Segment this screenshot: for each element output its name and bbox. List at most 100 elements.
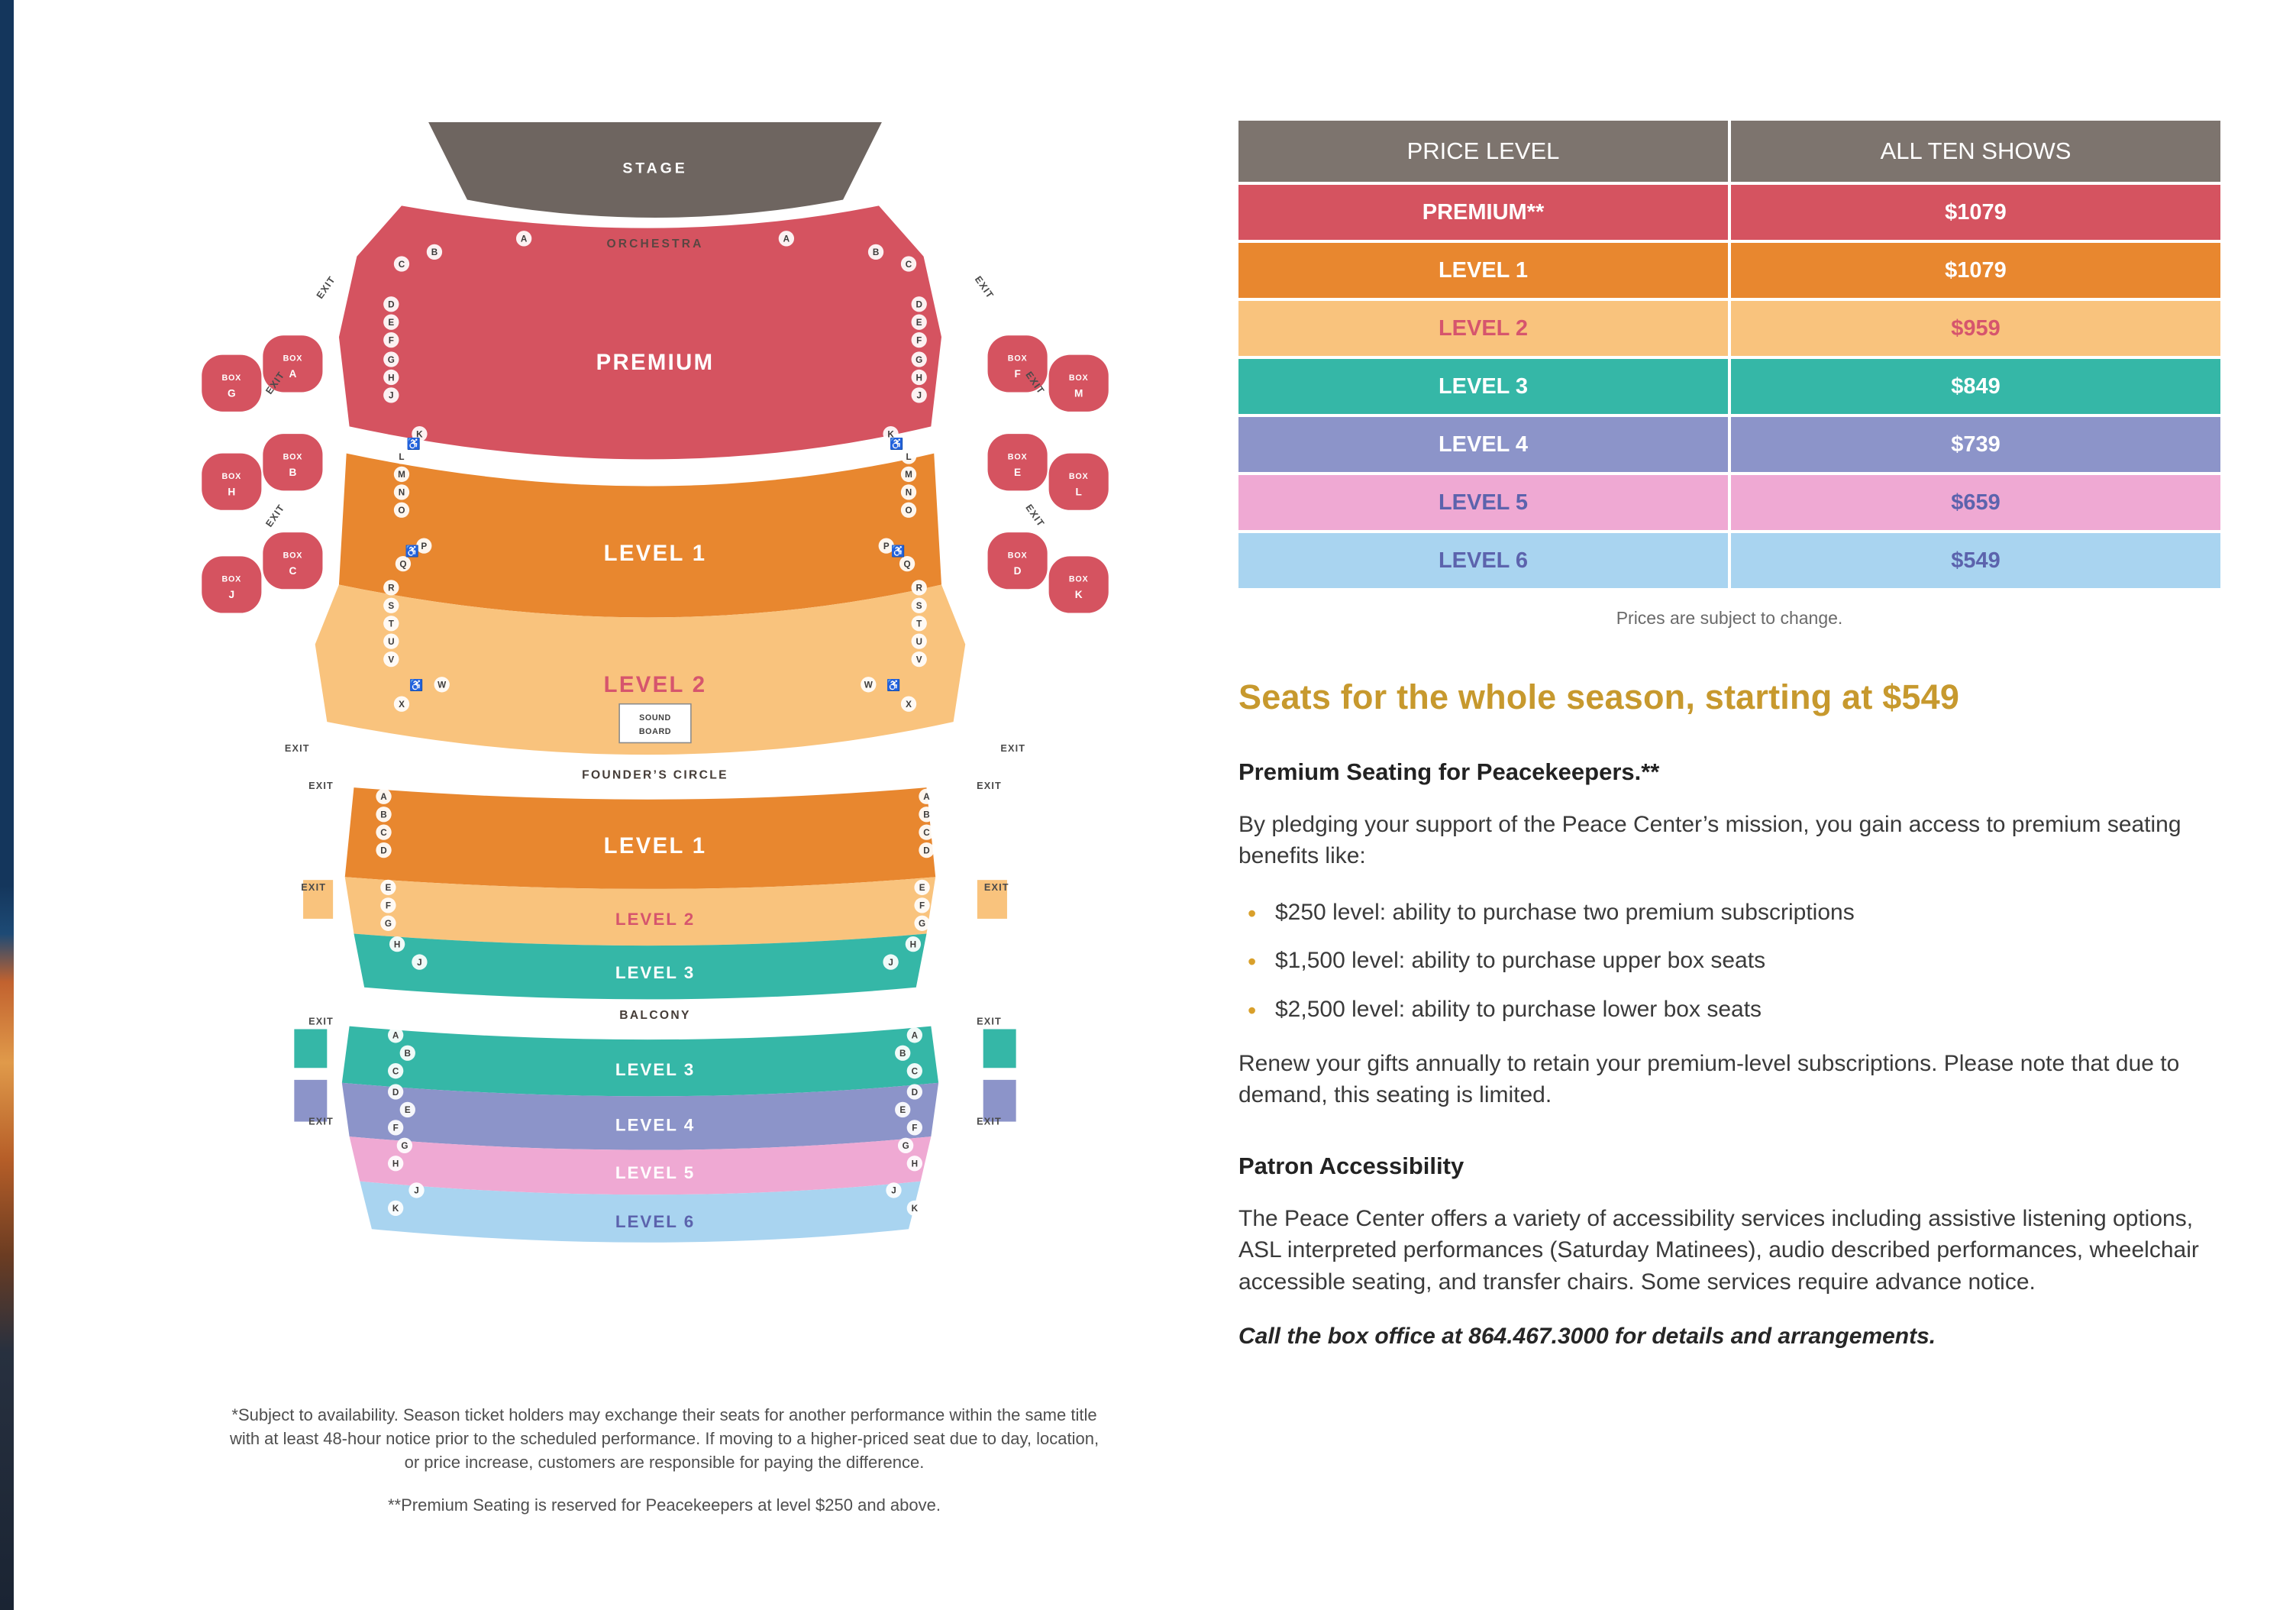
row-letter-chip: [399, 1045, 415, 1061]
row-letter-chip: [778, 231, 795, 247]
row-letter: T: [916, 619, 922, 629]
row-letter-chip: [388, 1156, 404, 1172]
sound-board-label-2: BOARD: [639, 727, 671, 736]
price-row: LEVEL 1 $1079: [1238, 243, 2220, 298]
row-letter-chip: [906, 1027, 922, 1043]
level1-label: LEVEL 1: [604, 541, 707, 566]
row-letter-chip: [376, 807, 392, 823]
row-letter-chip: [393, 466, 410, 483]
row-letter-chip: [906, 1084, 922, 1100]
box-seat: BOX A: [263, 335, 323, 393]
all-ten-shows-header: ALL TEN SHOWS: [1728, 121, 2220, 182]
row-letter-chip: [388, 1084, 404, 1100]
box-seat-letter: J: [229, 589, 235, 600]
wheelchair-icon: ♿: [886, 678, 900, 692]
row-letter: C: [906, 260, 912, 270]
row-letter-chip: [911, 651, 927, 668]
fc-level2-label: LEVEL 2: [615, 910, 695, 929]
balcony-teal-wing-right: [983, 1029, 1016, 1068]
row-letter: O: [398, 506, 405, 516]
row-letter: B: [380, 810, 386, 820]
benefits-list: $250 level: ability to purchase two prem…: [1238, 897, 2220, 1027]
premium-seating-heading: Premium Seating for Peacekeepers.**: [1238, 758, 1660, 785]
level2-band: [315, 584, 966, 755]
wheelchair-icon: ♿: [406, 437, 420, 451]
price-row: PREMIUM** $1079: [1238, 185, 2220, 240]
row-letter: T: [389, 619, 395, 629]
box-seat-label: BOX: [1069, 373, 1089, 383]
row-letter: L: [399, 452, 404, 462]
balcony-level3-label: LEVEL 3: [615, 1060, 695, 1079]
row-letter-chip: [911, 331, 927, 348]
row-letter-chip: [900, 256, 917, 272]
premium-intro: By pledging your support of the Peace Ce…: [1238, 812, 2181, 869]
row-letter-chip: [395, 555, 412, 572]
box-seat-letter: L: [1076, 486, 1082, 497]
row-letter: J: [414, 1186, 419, 1196]
fc-level3-label: LEVEL 3: [615, 963, 695, 982]
wheelchair-icons: ♿ ♿ ♿ ♿ ♿ ♿: [405, 437, 906, 692]
row-letter: D: [912, 1088, 918, 1098]
box-seat: BOX D: [987, 532, 1048, 590]
exit-label: EXIT: [973, 274, 996, 301]
balcony-purple-wing-left: [294, 1079, 328, 1122]
balcony-level5-label: LEVEL 5: [615, 1163, 695, 1182]
row-letter: D: [388, 300, 394, 310]
row-letter-chip: [883, 426, 899, 442]
box-seat-label: BOX: [1008, 452, 1028, 461]
price-table-header: PRICE LEVEL ALL TEN SHOWS: [1238, 121, 2220, 182]
row-letter: K: [416, 429, 423, 439]
row-letter-chip: [914, 897, 930, 913]
row-letter-chip: [911, 296, 927, 312]
row-letter: N: [399, 488, 405, 498]
row-letter: B: [873, 247, 879, 257]
row-letter: D: [380, 845, 386, 855]
box-seat-letter: A: [289, 368, 296, 380]
sound-board-box: [618, 703, 692, 744]
row-letter: U: [915, 637, 922, 647]
row-letter: H: [915, 373, 922, 383]
row-letter: O: [905, 506, 912, 516]
row-letter-chip: [895, 1045, 911, 1061]
row-letter: E: [919, 883, 925, 893]
row-letter-chip: [376, 788, 392, 804]
row-letter-chip: [914, 879, 930, 896]
row-letter-chip: [911, 633, 927, 649]
row-letter: A: [521, 234, 528, 244]
sound-board-label-1: SOUND: [639, 713, 671, 723]
fc-level1-band: [344, 787, 936, 889]
wheelchair-icon: ♿: [409, 678, 423, 692]
row-letter-chip: [396, 1137, 413, 1153]
balcony-level6-label: LEVEL 6: [615, 1212, 695, 1231]
box-seat: BOX M: [1048, 354, 1109, 412]
row-letter-chip: [867, 244, 884, 260]
box-seat-letter: B: [289, 467, 296, 478]
row-letters: A AB BC CD DE EF FG GH HJ JK KL LM MN NO OP PQ QR RS ST TU U…: [376, 231, 935, 1216]
row-letter: F: [916, 335, 922, 345]
row-letter-chip: [905, 936, 922, 952]
exit-label: EXIT: [308, 781, 334, 791]
price-level-cell: LEVEL 4: [1438, 432, 1529, 457]
row-letter-chip: [914, 915, 930, 931]
exit-label: EXIT: [263, 503, 286, 529]
row-letter-chip: [380, 879, 396, 896]
row-letter-chip: [416, 538, 432, 554]
box-seat-letter: G: [228, 387, 236, 399]
row-letter: J: [916, 391, 922, 401]
row-letter-chip: [900, 484, 917, 500]
box-seat-letter: K: [1075, 589, 1083, 600]
row-letter-chip: [376, 824, 392, 840]
price-level-cell: PREMIUM**: [1422, 199, 1545, 225]
price-caption: Prices are subject to change.: [1616, 608, 1843, 628]
price-table: PRICE LEVEL ALL TEN SHOWS PREMIUM** $1079…: [1238, 121, 2220, 588]
row-letter: A: [783, 234, 790, 244]
row-letter: N: [906, 488, 912, 498]
box-seat-label: BOX: [222, 575, 242, 584]
info-column: PRICE LEVEL ALL TEN SHOWS PREMIUM** $1079…: [1238, 121, 2220, 1352]
premium-label: PREMIUM: [596, 350, 715, 375]
row-letter-chip: [383, 331, 399, 348]
row-letter: J: [891, 1186, 896, 1196]
row-letter-chip: [861, 677, 877, 693]
exit-label: EXIT: [977, 781, 1002, 791]
benefit-item: $1,500 level: ability to purchase upper …: [1248, 945, 2220, 979]
